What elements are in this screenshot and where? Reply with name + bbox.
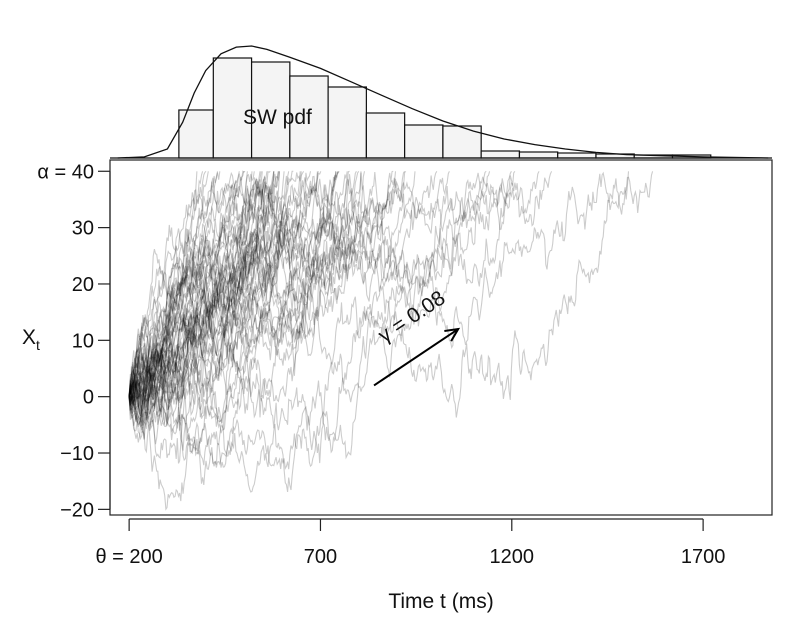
histogram-bar bbox=[557, 152, 597, 159]
sample-path bbox=[128, 171, 438, 464]
sample-path bbox=[128, 170, 407, 429]
sample-path bbox=[128, 171, 362, 485]
sample-path bbox=[128, 171, 198, 406]
y-tick-label: α = 40 bbox=[37, 161, 94, 183]
drift-arrow-head bbox=[444, 327, 461, 342]
histogram-bar bbox=[404, 124, 444, 159]
sample-path bbox=[128, 171, 348, 430]
sample-path bbox=[128, 171, 339, 397]
sample-path bbox=[128, 171, 261, 397]
x-tick-label: 1700 bbox=[681, 546, 726, 568]
histogram-bar bbox=[518, 151, 559, 159]
sample-path bbox=[128, 171, 312, 422]
sample-path bbox=[128, 170, 246, 411]
x-axis-title: Time t (ms) bbox=[388, 590, 493, 613]
sample-path bbox=[128, 171, 255, 413]
sample-path bbox=[128, 170, 487, 420]
sample-path bbox=[128, 171, 337, 399]
sample-path bbox=[128, 171, 654, 417]
sample-path bbox=[128, 171, 630, 470]
sample-path bbox=[128, 171, 285, 441]
sample-path bbox=[128, 171, 275, 435]
y-axis-title-subscript: t bbox=[36, 337, 40, 353]
y-tick-label: 0 bbox=[83, 387, 94, 409]
sample-path bbox=[128, 171, 322, 404]
sample-path bbox=[128, 171, 248, 443]
sample-path bbox=[128, 170, 516, 423]
drift-arrow bbox=[373, 328, 459, 387]
sample-path bbox=[128, 171, 302, 397]
sample-path bbox=[128, 171, 416, 511]
sample-path bbox=[128, 171, 279, 397]
y-tick-label: −10 bbox=[60, 443, 94, 465]
sample-path bbox=[128, 171, 357, 426]
sample-path bbox=[128, 171, 360, 397]
histogram-bar bbox=[212, 57, 253, 159]
sample-path bbox=[128, 170, 340, 397]
sample-path bbox=[128, 171, 339, 422]
histogram-bar bbox=[442, 125, 482, 159]
sample-path bbox=[128, 171, 279, 402]
sample-path bbox=[128, 171, 320, 415]
y-tick-label: 10 bbox=[72, 330, 94, 352]
sample-path bbox=[128, 171, 221, 411]
sample-path bbox=[129, 171, 290, 424]
sample-path bbox=[128, 171, 553, 411]
sample-path bbox=[128, 171, 512, 422]
sample-path bbox=[128, 171, 219, 397]
sample-path bbox=[128, 171, 450, 460]
y-tick-label: 30 bbox=[72, 218, 94, 240]
sample-path bbox=[128, 171, 209, 397]
sample-path bbox=[128, 170, 294, 406]
pdf-curve bbox=[117, 45, 769, 159]
sample-path bbox=[128, 171, 337, 397]
sample-path bbox=[128, 171, 318, 440]
y-axis-title: Xt bbox=[22, 326, 40, 353]
sample-path bbox=[128, 171, 281, 397]
sample-path bbox=[128, 171, 253, 397]
y-tick-label: 20 bbox=[72, 274, 94, 296]
sample-path bbox=[128, 171, 263, 419]
x-axis: θ = 200 700 1200 1700 bbox=[95, 518, 726, 568]
sample-path bbox=[128, 171, 268, 397]
y-axis: α = 40 30 20 10 0 −10 −20 bbox=[37, 161, 111, 521]
sample-path bbox=[128, 170, 406, 468]
sample-paths bbox=[128, 170, 654, 511]
x-tick-label: 1200 bbox=[490, 546, 535, 568]
sample-path bbox=[128, 170, 394, 426]
histogram-bar bbox=[365, 112, 406, 159]
sample-path bbox=[128, 171, 301, 407]
sample-path bbox=[128, 171, 540, 425]
sample-path bbox=[128, 171, 366, 397]
sample-path bbox=[128, 171, 204, 411]
sample-path bbox=[128, 170, 207, 411]
x-tick-label: 700 bbox=[304, 546, 337, 568]
sample-path bbox=[128, 170, 350, 430]
sample-path bbox=[128, 171, 245, 416]
sample-path bbox=[128, 171, 491, 493]
histogram bbox=[110, 45, 772, 159]
histogram-label: SW pdf bbox=[243, 106, 312, 129]
sample-path bbox=[128, 171, 240, 404]
y-tick-label: −20 bbox=[60, 499, 94, 521]
sample-path bbox=[128, 171, 397, 454]
x-tick-label: θ = 200 bbox=[95, 546, 162, 568]
sample-path bbox=[128, 171, 305, 397]
y-axis-title-main: X bbox=[22, 326, 36, 349]
sample-path bbox=[128, 171, 275, 429]
sample-path bbox=[128, 171, 275, 397]
histogram-bar bbox=[327, 86, 367, 159]
sample-path bbox=[128, 170, 271, 401]
sample-path bbox=[128, 171, 262, 406]
sample-path bbox=[128, 171, 281, 405]
histogram-bar bbox=[480, 150, 521, 159]
